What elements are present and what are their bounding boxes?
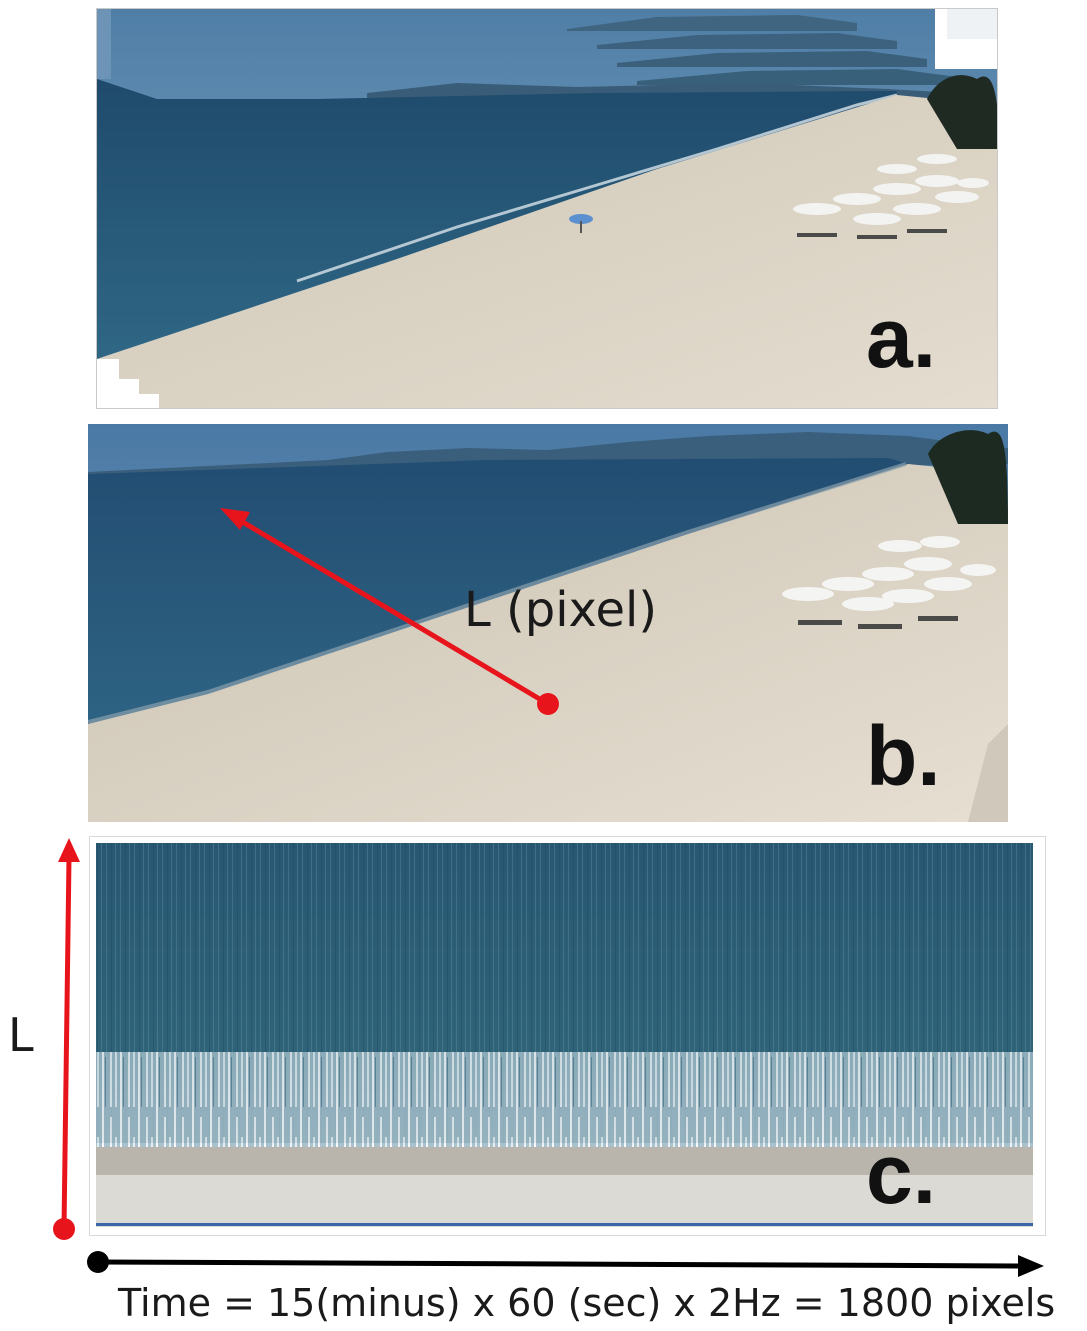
transect-length-label: L (pixel) bbox=[464, 582, 658, 638]
timestack-image bbox=[96, 843, 1033, 1229]
time-origin-dot bbox=[87, 1251, 109, 1273]
vertical-l-arrow bbox=[53, 838, 80, 1240]
time-arrow bbox=[87, 1251, 1044, 1277]
vertical-origin-dot bbox=[53, 1218, 75, 1240]
stacked-frames-image bbox=[97, 9, 997, 408]
time-axis-label: Time = 15(minus) x 60 (sec) x 2Hz = 1800… bbox=[118, 1281, 1056, 1325]
panel-a-label: a. bbox=[866, 291, 937, 385]
panel-a-stacked-frames bbox=[96, 8, 998, 409]
panel-c-timestack bbox=[89, 836, 1046, 1236]
panel-c-label: c. bbox=[866, 1127, 937, 1221]
vertical-axis-label: L bbox=[8, 1008, 34, 1062]
panel-b-label: b. bbox=[866, 709, 941, 803]
